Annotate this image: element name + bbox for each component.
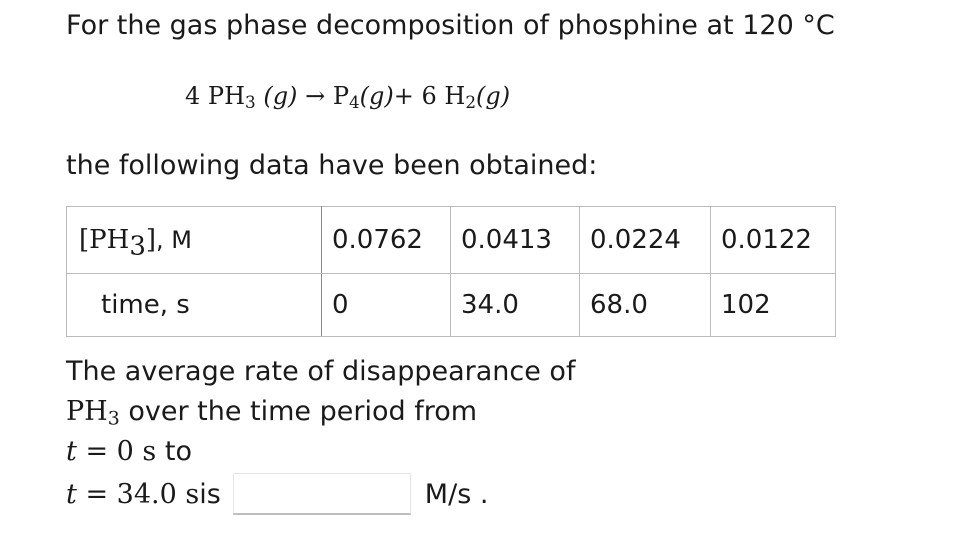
concentration-cell: 0.0224 (579, 206, 711, 274)
concentration-label-open: [PH (79, 225, 130, 255)
question-species-subscript: 3 (107, 407, 120, 430)
reactant-state: (g) (263, 82, 298, 110)
answer-unit: M/s . (424, 478, 489, 510)
product1-subscript: 4 (348, 92, 360, 113)
product1-formula: P (332, 82, 349, 110)
question-line-1: The average rate of disappearance of (66, 356, 576, 387)
question-line-2: PH3 over the time period from (66, 392, 575, 432)
product2-formula: H (444, 82, 466, 110)
product2-subscript: 2 (465, 92, 477, 113)
reaction-equation: 4 PH3 (g) → P4(g)+ 6 H2(g) (185, 80, 510, 112)
time-header: time, s (66, 273, 322, 337)
equals-sign: = (76, 478, 117, 510)
time-variable: t (66, 436, 77, 467)
time-variable: t (66, 478, 77, 510)
time-cell: 0 (321, 273, 451, 337)
reactant-coefficient: 4 (185, 82, 201, 110)
question-text: The average rate of disappearance of PH3… (66, 352, 575, 472)
is-word: is (199, 478, 221, 510)
concentration-cell: 0.0413 (450, 206, 580, 274)
data-table: [PH3], M 0.0762 0.0413 0.0224 0.0122 tim… (66, 206, 836, 337)
time-cell: 68.0 (579, 273, 711, 337)
time-cell: 102 (710, 273, 836, 337)
end-time: 34.0 s (116, 478, 200, 510)
product2-state: (g) (476, 82, 511, 110)
product2-coefficient: 6 (421, 82, 437, 110)
reactant-formula: PH (207, 82, 245, 110)
concentration-unit: , M (156, 226, 192, 254)
to-word: to (156, 436, 192, 467)
plus-sign: + (393, 82, 414, 110)
time-cell: 34.0 (450, 273, 580, 337)
equals-sign: = (76, 436, 117, 467)
lead-text: the following data have been obtained: (66, 150, 598, 181)
concentration-cell: 0.0122 (710, 206, 836, 274)
concentration-header: [PH3], M (66, 206, 322, 274)
rate-answer-input[interactable] (232, 473, 411, 515)
intro-text: For the gas phase decomposition of phosp… (66, 10, 835, 41)
question-line-3: t = 0 s to (66, 432, 575, 472)
reactant-subscript: 3 (245, 92, 256, 113)
concentration-label-subscript: 3 (129, 231, 146, 262)
concentration-label-close: ] (145, 225, 157, 255)
answer-row: t = 34.0 s is M/s . (66, 472, 488, 516)
question-line-2-rest: over the time period from (119, 396, 478, 427)
time-row: time, s 0 34.0 68.0 102 (66, 273, 836, 337)
question-species: PH (66, 396, 108, 427)
product1-state: (g) (359, 82, 394, 110)
concentration-cell: 0.0762 (321, 206, 451, 274)
concentration-row: [PH3], M 0.0762 0.0413 0.0224 0.0122 (66, 206, 836, 274)
reaction-arrow: → (305, 82, 326, 110)
start-time: 0 s (116, 436, 157, 467)
